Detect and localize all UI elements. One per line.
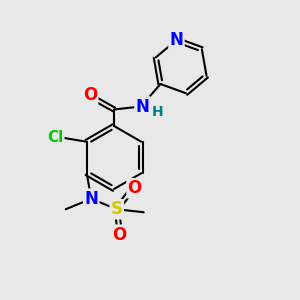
Text: N: N bbox=[136, 98, 149, 116]
Text: O: O bbox=[112, 226, 127, 244]
Text: N: N bbox=[84, 190, 98, 208]
Text: H: H bbox=[152, 105, 163, 119]
Text: N: N bbox=[169, 31, 183, 49]
Text: S: S bbox=[111, 200, 123, 218]
Text: O: O bbox=[128, 179, 142, 197]
Text: O: O bbox=[83, 86, 97, 104]
Text: Cl: Cl bbox=[47, 130, 63, 145]
